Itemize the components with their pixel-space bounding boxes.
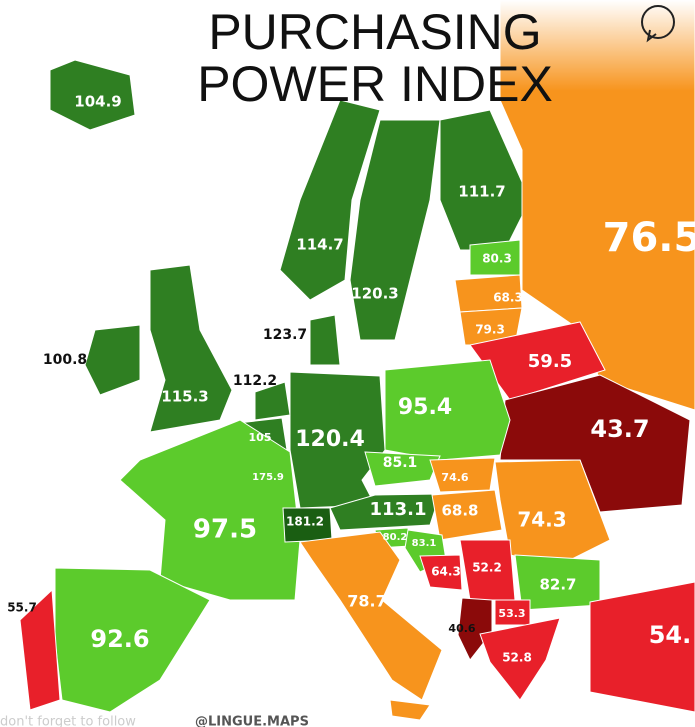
title-line: PURCHASING: [208, 4, 541, 60]
region: [479, 617, 561, 701]
region: [254, 381, 291, 421]
region: [499, 374, 691, 513]
region-label: 79.3: [475, 323, 505, 337]
region-label: 52.8: [502, 651, 532, 665]
title-line: POWER INDEX: [197, 56, 553, 112]
region: [419, 554, 463, 591]
footer-handle: @LINGUE.MAPS: [195, 715, 309, 727]
region: [457, 597, 493, 661]
region-label: 74.6: [441, 471, 468, 484]
region-label: 52.2: [472, 561, 502, 575]
region-label: 64.3: [431, 565, 461, 579]
region-label: 100.8: [43, 352, 87, 368]
region-label: 76.5: [603, 215, 695, 261]
region-label: 112.2: [233, 373, 277, 389]
region-label: 181.2: [286, 515, 324, 529]
region: [19, 588, 61, 711]
region-label: 105: [249, 431, 272, 444]
region-label: 40.6: [448, 622, 475, 635]
region-label: 113.1: [370, 499, 427, 520]
region-label: 68.3: [493, 291, 523, 305]
region-label: 92.6: [90, 625, 149, 653]
region-label: 83.1: [412, 538, 437, 549]
region: [49, 59, 136, 131]
region: [289, 371, 386, 509]
region: [364, 451, 441, 487]
region-label: 104.9: [74, 93, 121, 111]
region-label: 53.3: [498, 607, 525, 620]
region-label: 59.5: [528, 351, 572, 372]
labels: 104.9 114.7 120.3 111.7 76.5 80.3 68.3 79.3 59.5…: [7, 93, 695, 665]
logo: [641, 5, 675, 43]
footer-note: don't forget to follow: [0, 715, 136, 727]
region-label: 115.3: [161, 388, 208, 406]
region: [309, 314, 341, 366]
region: [119, 419, 301, 601]
region-label: 114.7: [296, 236, 343, 254]
region-label: 74.3: [517, 508, 566, 532]
region-label: 85.1: [383, 455, 418, 471]
region: [431, 489, 503, 541]
region-label: 80.2: [383, 532, 408, 543]
region: [299, 531, 443, 721]
region-label: 120.3: [351, 285, 398, 303]
region-label: 175.9: [252, 472, 284, 483]
region-label: 123.7: [263, 327, 307, 343]
region-label: 78.7: [347, 592, 386, 611]
region-label: 80.3: [482, 252, 512, 266]
region-label: 111.7: [458, 183, 505, 201]
region-label: 95.4: [398, 395, 452, 420]
region-label: 82.7: [539, 576, 576, 594]
region-label: 68.8: [441, 502, 478, 520]
region: [149, 264, 233, 433]
region-label: 120.4: [295, 427, 365, 452]
region: [84, 324, 141, 396]
region-label: 55.7: [7, 601, 37, 615]
region-label: 97.5: [193, 515, 257, 545]
region-label: 43.7: [590, 415, 649, 443]
region: [589, 581, 695, 713]
region-label: 54.: [649, 621, 692, 649]
fade-overlay: [280, 0, 695, 260]
